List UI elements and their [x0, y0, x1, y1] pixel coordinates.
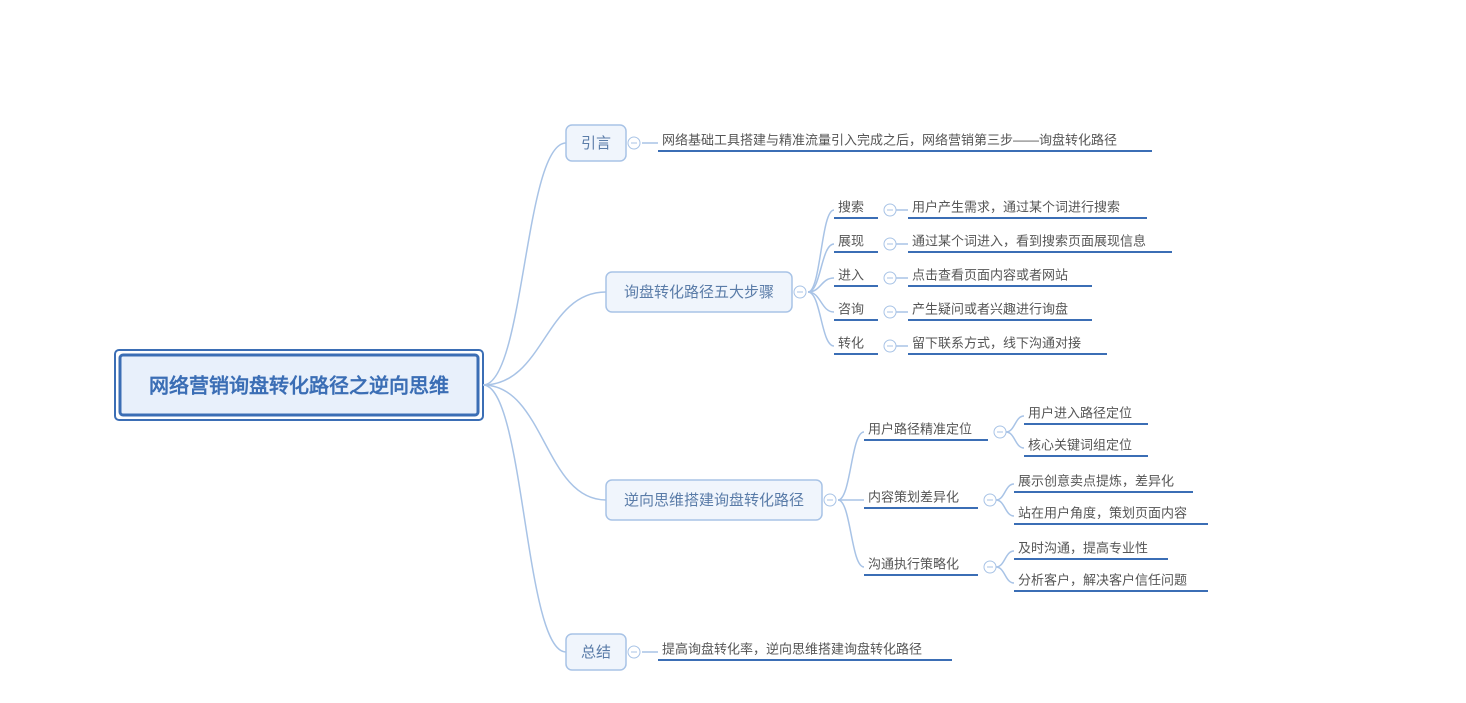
toggle-b1[interactable] [628, 137, 640, 149]
connector [996, 500, 1014, 516]
leaf-b3-1-0-label: 展示创意卖点提炼，差异化 [1018, 473, 1174, 488]
leaf-b2-3-0-label: 产生疑问或者兴趣进行询盘 [912, 301, 1068, 316]
leaf-b3-2: 沟通执行策略化 [864, 556, 978, 575]
leaf-b3-0-0: 用户进入路径定位 [1024, 405, 1148, 424]
connector [996, 484, 1014, 500]
connector [483, 292, 606, 385]
connector [996, 551, 1014, 567]
leaf-b2-2-0: 点击查看页面内容或者网站 [908, 267, 1092, 286]
leaf-b2-0: 搜索 [834, 199, 878, 218]
leaf-b2-4: 转化 [834, 335, 878, 354]
connector [1006, 416, 1024, 432]
root-label: 网络营销询盘转化路径之逆向思维 [149, 373, 449, 397]
branch-label-b3: 逆向思维搭建询盘转化路径 [624, 491, 804, 509]
connector [838, 432, 864, 500]
toggle-b2-3[interactable] [884, 306, 896, 318]
leaf-b2-4-0-label: 留下联系方式，线下沟通对接 [912, 335, 1081, 350]
leaf-b2-2-0-label: 点击查看页面内容或者网站 [912, 267, 1068, 282]
leaf-b2-4-0: 留下联系方式，线下沟通对接 [908, 335, 1107, 354]
leaf-b3-1-label: 内容策划差异化 [868, 489, 959, 504]
leaf-b2-0-0: 用户产生需求，通过某个词进行搜索 [908, 199, 1147, 218]
connector [483, 143, 566, 385]
toggle-b3-1[interactable] [984, 494, 996, 506]
leaf-b3-0-0-label: 用户进入路径定位 [1028, 405, 1132, 420]
toggle-b2-0[interactable] [884, 204, 896, 216]
leaf-b2-1: 展现 [834, 233, 878, 252]
mindmap-canvas: 网络营销询盘转化路径之逆向思维 引言 网络基础工具搭建与精准流量引入完成之后，网络营… [0, 0, 1466, 703]
leaf-b3-1-1: 站在用户角度，策划页面内容 [1014, 505, 1208, 524]
connector [1006, 432, 1024, 448]
leaf-b4-0: 提高询盘转化率，逆向思维搭建询盘转化路径 [658, 641, 952, 660]
connector [808, 292, 834, 346]
leaf-b3-0-label: 用户路径精准定位 [868, 421, 972, 436]
leaf-b2-1-0-label: 通过某个词进入，看到搜索页面展现信息 [912, 233, 1146, 248]
leaf-b2-3: 咨询 [834, 301, 878, 320]
toggle-b3-0[interactable] [994, 426, 1006, 438]
leaf-b2-3-0: 产生疑问或者兴趣进行询盘 [908, 301, 1092, 320]
connector [996, 567, 1014, 583]
leaf-b2-0-label: 搜索 [838, 199, 864, 214]
leaf-b2-1-0: 通过某个词进入，看到搜索页面展现信息 [908, 233, 1172, 252]
leaf-b3-2-0: 及时沟通，提高专业性 [1014, 540, 1168, 559]
leaf-b3-0-1: 核心关键词组定位 [1024, 437, 1148, 456]
leaf-b2-4-label: 转化 [838, 335, 864, 350]
branch-label-b1: 引言 [581, 135, 611, 152]
toggle-b2[interactable] [794, 286, 806, 298]
leaf-b2-0-0-label: 用户产生需求，通过某个词进行搜索 [912, 199, 1120, 214]
leaf-b3-1: 内容策划差异化 [864, 489, 978, 508]
connector [838, 500, 864, 567]
leaf-b1-0: 网络基础工具搭建与精准流量引入完成之后，网络营销第三步——询盘转化路径 [658, 132, 1152, 151]
leaf-b3-2-label: 沟通执行策略化 [868, 556, 959, 571]
leaf-b4-0-label: 提高询盘转化率，逆向思维搭建询盘转化路径 [662, 641, 922, 656]
leaf-b3-0: 用户路径精准定位 [864, 421, 988, 440]
leaf-b3-1-1-label: 站在用户角度，策划页面内容 [1018, 505, 1187, 520]
branch-label-b4: 总结 [581, 644, 611, 661]
toggle-b3[interactable] [824, 494, 836, 506]
leaf-b3-2-1-label: 分析客户，解决客户信任问题 [1018, 572, 1187, 587]
leaf-b3-0-1-label: 核心关键词组定位 [1028, 437, 1132, 452]
toggle-b4[interactable] [628, 646, 640, 658]
leaf-b2-3-label: 咨询 [838, 301, 864, 316]
leaf-b1-0-label: 网络基础工具搭建与精准流量引入完成之后，网络营销第三步——询盘转化路径 [662, 132, 1117, 147]
leaf-b3-2-1: 分析客户，解决客户信任问题 [1014, 572, 1208, 591]
connector [483, 385, 606, 500]
toggle-b2-1[interactable] [884, 238, 896, 250]
leaf-b3-1-0: 展示创意卖点提炼，差异化 [1014, 473, 1193, 492]
connector [808, 210, 834, 292]
leaf-b2-1-label: 展现 [838, 233, 864, 248]
connector [483, 385, 566, 652]
leaf-b2-2-label: 进入 [838, 267, 864, 282]
toggle-b2-4[interactable] [884, 340, 896, 352]
toggle-b2-2[interactable] [884, 272, 896, 284]
branch-label-b2: 询盘转化路径五大步骤 [624, 283, 774, 301]
leaf-b3-2-0-label: 及时沟通，提高专业性 [1018, 540, 1148, 555]
toggle-b3-2[interactable] [984, 561, 996, 573]
leaf-b2-2: 进入 [834, 267, 878, 286]
